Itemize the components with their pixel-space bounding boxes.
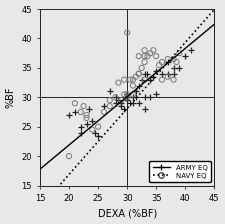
Point bbox=[73, 101, 77, 105]
Point bbox=[67, 113, 71, 117]
Point bbox=[143, 48, 146, 52]
Point bbox=[131, 101, 135, 105]
Point bbox=[119, 104, 123, 108]
Point bbox=[79, 125, 83, 129]
Point bbox=[137, 101, 141, 105]
Point bbox=[175, 60, 178, 64]
Point bbox=[140, 66, 144, 70]
Point bbox=[102, 104, 106, 108]
Point bbox=[166, 57, 170, 61]
Point bbox=[137, 54, 141, 58]
Point bbox=[131, 84, 135, 87]
Point bbox=[140, 78, 144, 82]
Point bbox=[119, 99, 123, 102]
Point bbox=[172, 57, 175, 61]
Point bbox=[119, 101, 123, 105]
Point bbox=[90, 119, 94, 123]
Point bbox=[157, 63, 161, 67]
Legend: ARMY EQ, NAVY EQ: ARMY EQ, NAVY EQ bbox=[149, 161, 211, 182]
Point bbox=[131, 78, 135, 82]
Point bbox=[143, 107, 146, 111]
Point bbox=[128, 101, 132, 105]
Point bbox=[88, 107, 91, 111]
Point bbox=[143, 54, 146, 58]
Point bbox=[148, 78, 152, 82]
Point bbox=[154, 93, 158, 96]
Point bbox=[82, 104, 86, 108]
Point bbox=[166, 75, 170, 78]
Point bbox=[117, 81, 120, 84]
Point bbox=[172, 72, 175, 75]
Point bbox=[143, 72, 146, 75]
Point bbox=[131, 93, 135, 96]
Point bbox=[134, 75, 138, 78]
Point bbox=[183, 54, 187, 58]
Point bbox=[178, 66, 181, 70]
Point bbox=[148, 51, 152, 55]
Point bbox=[67, 154, 71, 158]
Point bbox=[143, 95, 146, 99]
Point bbox=[122, 78, 126, 82]
Point bbox=[96, 125, 100, 129]
Y-axis label: %BF: %BF bbox=[6, 86, 16, 108]
Point bbox=[178, 51, 181, 55]
Point bbox=[128, 78, 132, 82]
Point bbox=[125, 95, 129, 99]
Point bbox=[93, 131, 97, 134]
Point bbox=[96, 134, 100, 137]
Point bbox=[160, 72, 164, 75]
Point bbox=[108, 99, 112, 102]
Point bbox=[160, 60, 164, 64]
Point bbox=[154, 54, 158, 58]
Point bbox=[125, 95, 129, 99]
Point bbox=[172, 66, 175, 70]
Point bbox=[148, 95, 152, 99]
Point bbox=[189, 48, 193, 52]
Point bbox=[85, 116, 88, 120]
Point bbox=[151, 75, 155, 78]
Point bbox=[108, 104, 112, 108]
Point bbox=[117, 99, 120, 102]
Point bbox=[143, 78, 146, 82]
Point bbox=[102, 110, 106, 114]
Point bbox=[137, 72, 141, 75]
Point bbox=[122, 107, 126, 111]
X-axis label: DEXA (%BF): DEXA (%BF) bbox=[97, 209, 157, 218]
Point bbox=[85, 113, 88, 117]
Point bbox=[151, 48, 155, 52]
Point bbox=[125, 93, 129, 96]
Point bbox=[90, 128, 94, 131]
Point bbox=[114, 95, 117, 99]
Point bbox=[154, 69, 158, 73]
Point bbox=[125, 99, 129, 102]
Point bbox=[166, 60, 170, 64]
Point bbox=[134, 90, 138, 93]
Point bbox=[146, 72, 149, 75]
Point bbox=[131, 95, 135, 99]
Point bbox=[114, 101, 117, 105]
Point bbox=[146, 54, 149, 58]
Point bbox=[114, 95, 117, 99]
Point bbox=[137, 72, 141, 75]
Point bbox=[134, 95, 138, 99]
Point bbox=[143, 60, 146, 64]
Point bbox=[73, 110, 77, 114]
Point bbox=[166, 72, 170, 75]
Point bbox=[160, 78, 164, 82]
Point bbox=[85, 122, 88, 126]
Point bbox=[79, 110, 83, 114]
Point bbox=[122, 93, 126, 96]
Point bbox=[125, 31, 129, 34]
Point bbox=[125, 93, 129, 96]
Point bbox=[172, 78, 175, 82]
Point bbox=[79, 131, 83, 134]
Point bbox=[137, 84, 141, 87]
Point bbox=[108, 90, 112, 93]
